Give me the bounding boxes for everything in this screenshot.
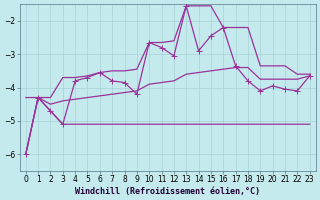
X-axis label: Windchill (Refroidissement éolien,°C): Windchill (Refroidissement éolien,°C) bbox=[75, 187, 260, 196]
